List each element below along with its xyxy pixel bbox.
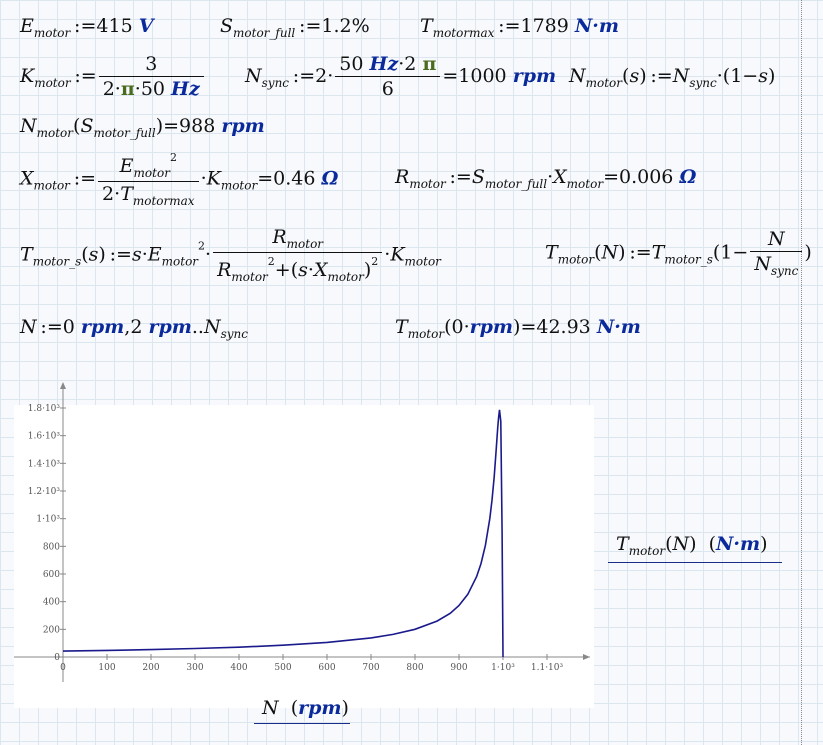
s-full-value: 1.2%: [321, 15, 370, 37]
x-tick-label: 400: [230, 663, 247, 673]
r-unit: Ω: [679, 166, 697, 188]
y-axis-label-underline: [608, 562, 782, 563]
x-axis-label-underline: [254, 723, 350, 724]
t0-unit: N·m: [596, 316, 641, 338]
x-result: 0.46: [273, 167, 316, 190]
x-unit: Ω: [321, 167, 339, 190]
y-tick-label: 200: [43, 625, 60, 635]
y-tick-label: 800: [43, 542, 60, 552]
t-motor-n-fraction: N Nsync: [750, 230, 803, 277]
x-tick-label: 200: [142, 663, 159, 673]
x-axis-label[interactable]: N (rpm): [262, 697, 349, 719]
n-sync-result: 1000: [458, 65, 507, 87]
x-denominator: 2·Tmotormax: [102, 183, 195, 208]
n-sync-denominator: 6: [381, 78, 394, 100]
x-tick-label: 1·10³: [491, 663, 515, 673]
k-denominator: 2·π·50 Hz: [102, 78, 200, 100]
t-motormax-definition[interactable]: Tmotormax :=1789 N·m: [420, 15, 619, 40]
y-tick-label: 1·10³: [36, 515, 60, 525]
y-tick-label: 1.2·10³: [28, 487, 61, 497]
e-motor-definition[interactable]: Emotor :=415 V: [20, 15, 154, 40]
e-motor-unit: V: [138, 15, 154, 37]
n-sync-definition[interactable]: Nsync :=2· 50 Hz·2 π 6 =1000 rpm: [245, 53, 557, 100]
k-motor-fraction: 3 2·π·50 Hz: [98, 55, 204, 100]
y-tick-label: 0: [54, 653, 60, 663]
y-axis-arrow: [60, 382, 66, 389]
r-result: 0.006: [618, 166, 674, 188]
t-max-value: 1789: [520, 15, 569, 37]
t-motor-n-definition[interactable]: Tmotor(N) :=Tmotor_s(1− N Nsync): [545, 228, 812, 278]
n-full-unit: rpm: [221, 115, 265, 137]
y-tick-label: 400: [43, 598, 60, 608]
s-motor-full-definition[interactable]: Smotor_full :=1.2%: [220, 15, 370, 40]
x-tick-label: 900: [450, 663, 467, 673]
y-tick-label: 1.6·10³: [28, 432, 61, 442]
e-motor-value: 415: [96, 15, 133, 37]
n-sync-unit: rpm: [512, 65, 557, 87]
x-tick-label: 300: [186, 663, 203, 673]
t-max-unit: N·m: [574, 15, 619, 37]
y-axis-label[interactable]: Tmotor(N) (N·m): [616, 533, 768, 558]
n-range-definition[interactable]: N :=0 rpm,2 rpm..Nsync: [20, 316, 248, 341]
x-tick-label: 1.1·10³: [531, 663, 564, 673]
y-tick-label: 1.4·10³: [28, 459, 61, 469]
y-tick-label: 600: [43, 570, 60, 580]
t-motor-zero-evaluation[interactable]: Tmotor(0·rpm)=42.93 N·m: [395, 316, 641, 341]
y-tick-label: 1.8·10³: [28, 404, 61, 414]
n-sync-numerator: 50 Hz·2 π: [335, 55, 441, 77]
r-motor-definition[interactable]: Rmotor :=Smotor_full·Xmotor=0.006 Ω: [395, 166, 697, 191]
torque-curve-series: [62, 409, 504, 658]
n-motor-function-definition[interactable]: Nmotor(s) :=Nsync·(1−s): [569, 65, 776, 90]
x-motor-fraction: Emotor2 2·Tmotormax: [98, 152, 199, 207]
x-tick-label: 500: [274, 663, 291, 673]
x-axis-arrow: [583, 654, 590, 660]
k-numerator: 3: [98, 55, 204, 77]
t-s-denominator: Rmotor2+(s·Xmotor)2: [217, 255, 379, 284]
t0-result: 42.93: [536, 316, 591, 338]
torque-speed-plot[interactable]: 0 100 200 300 400 500 600 700 800 900 1·10³ 1.1·10³…: [0, 370, 610, 745]
t-motor-s-definition[interactable]: Tmotor_s(s) :=s·Emotor2· Rmotor Rmotor2+(s…: [20, 226, 441, 284]
page-break-line: [801, 0, 802, 745]
n-motor-full-evaluation[interactable]: Nmotor(Smotor_full)=988 rpm: [20, 115, 265, 140]
t-motor-s-fraction: Rmotor Rmotor2+(s·Xmotor)2: [213, 228, 383, 284]
k-motor-definition[interactable]: Kmotor := 3 2·π·50 Hz: [20, 55, 206, 99]
n-full-result: 988: [179, 115, 216, 137]
t-s-numerator: Rmotor: [213, 228, 383, 253]
x-tick-label: 600: [318, 663, 335, 673]
x-tick-label: 100: [98, 663, 115, 673]
x-tick-label: 800: [406, 663, 423, 673]
x-tick-label: 700: [362, 663, 379, 673]
x-motor-definition[interactable]: Xmotor := Emotor2 2·Tmotormax ·Kmotor=0.46 …: [20, 151, 339, 208]
x-tick-label: 0: [60, 663, 66, 673]
x-numerator: Emotor2: [98, 152, 199, 182]
